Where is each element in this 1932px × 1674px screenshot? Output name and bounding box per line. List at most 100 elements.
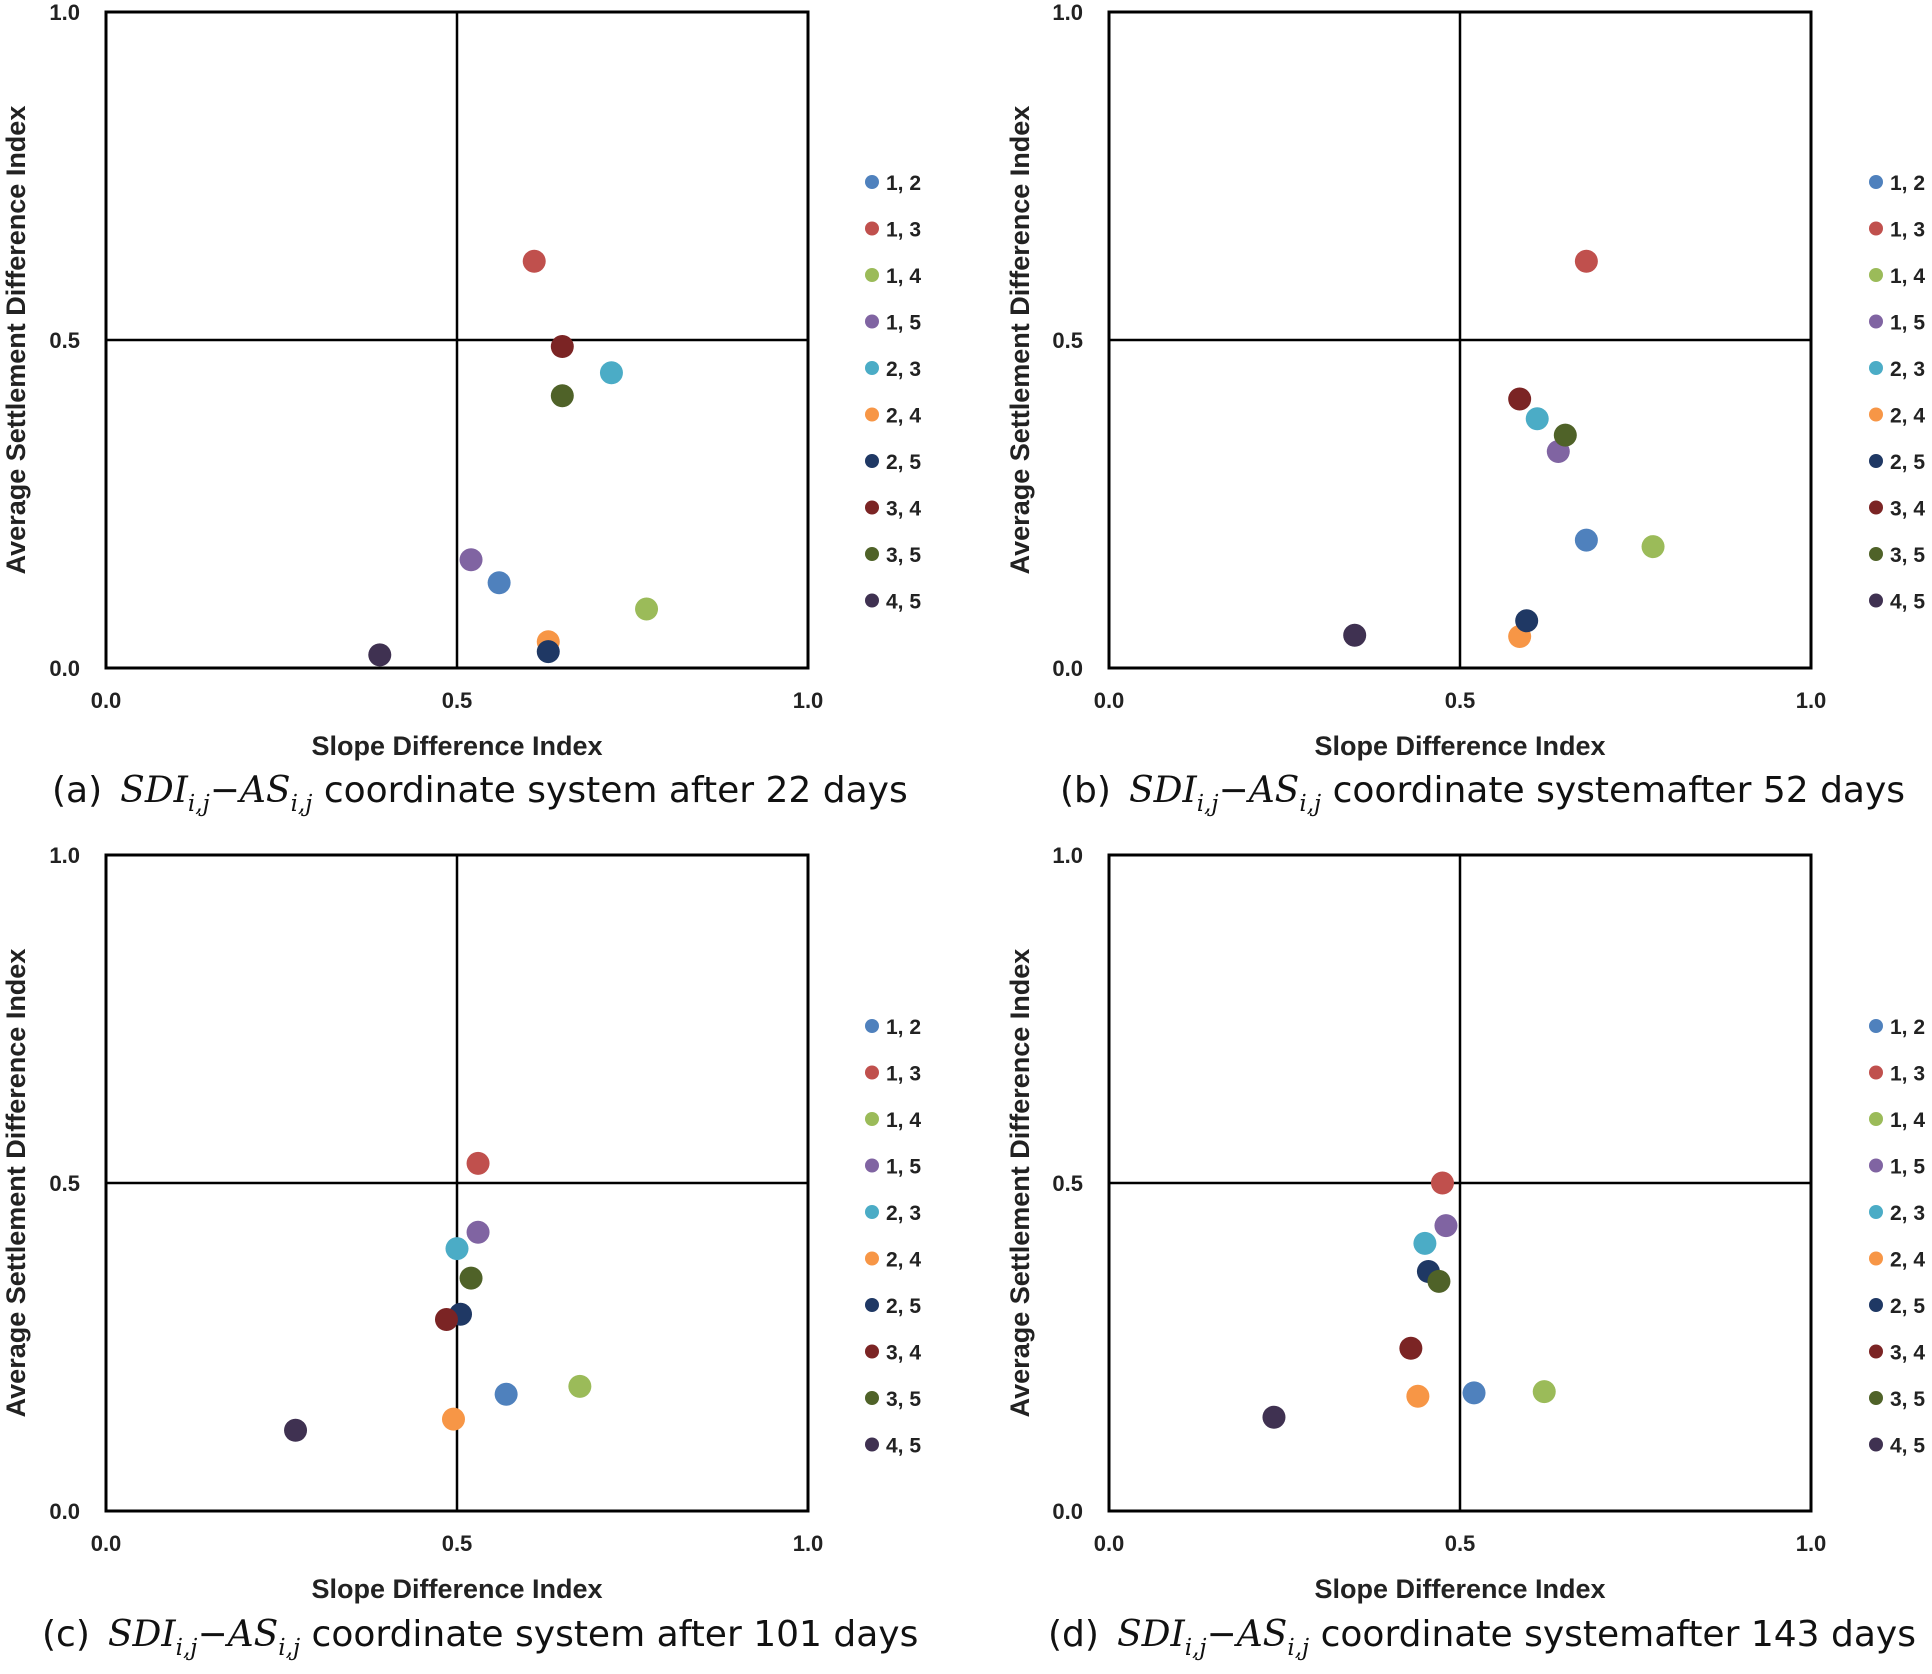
legend-marker (865, 500, 879, 515)
x-tick-label: 1.0 (1796, 688, 1827, 713)
legend-marker (865, 1437, 879, 1452)
legend-label: 4, 5 (886, 591, 921, 614)
data-point-3-4 (550, 335, 574, 359)
legend-label: 2, 3 (886, 1202, 921, 1225)
legend-marker (1869, 1112, 1883, 1126)
x-tick-label: 0.5 (442, 688, 473, 713)
legend-label: 2, 5 (1890, 451, 1925, 474)
data-point-1-5 (1434, 1214, 1458, 1238)
legend-label: 1, 2 (1890, 172, 1925, 195)
x-tick-label: 0.0 (1094, 1531, 1125, 1556)
y-tick-label: 1.0 (1052, 0, 1083, 25)
y-tick-label: 0.0 (1052, 1499, 1083, 1524)
data-point-1-5 (466, 1220, 490, 1244)
legend-marker (1869, 1251, 1883, 1266)
legend-label: 3, 4 (886, 498, 921, 521)
x-tick-label: 0.5 (1445, 1531, 1476, 1556)
legend-marker (1869, 547, 1883, 561)
legend-label: 1, 2 (886, 1016, 921, 1039)
data-point-4-5 (1262, 1405, 1286, 1429)
legend-marker (1869, 268, 1883, 282)
data-point-2-3 (1413, 1231, 1437, 1255)
legend-label: 2, 4 (1890, 405, 1925, 428)
data-point-1-4 (635, 597, 659, 621)
legend-marker (1869, 1065, 1883, 1080)
legend-label: 2, 5 (1890, 1295, 1925, 1318)
y-tick-label: 1.0 (49, 0, 80, 25)
legend-label: 2, 4 (1890, 1249, 1925, 1272)
legend-label: 3, 5 (886, 544, 921, 567)
x-axis-title: Slope Difference Index (1314, 731, 1605, 761)
x-axis-title: Slope Difference Index (1314, 1574, 1605, 1604)
legend-marker (1869, 407, 1883, 422)
legend-marker (1869, 221, 1883, 236)
legend-marker (1869, 1344, 1883, 1359)
x-axis-title: Slope Difference Index (311, 1574, 602, 1604)
y-tick-label: 0.5 (1052, 328, 1083, 353)
legend-marker (865, 1019, 879, 1033)
legend-marker (865, 1391, 879, 1405)
data-point-4-5 (284, 1418, 308, 1442)
legend-marker (1869, 1158, 1883, 1173)
panel-caption: (b) SDIi,j−ASi,j coordinate systemafter … (1060, 770, 1905, 817)
legend-marker (1869, 1298, 1883, 1312)
legend-marker (1869, 454, 1883, 468)
data-point-3-5 (550, 384, 574, 408)
y-axis-title: Average Settlement Difference Index (1005, 949, 1035, 1418)
legend-label: 1, 3 (886, 1063, 921, 1086)
data-point-2-3 (445, 1237, 469, 1261)
legend-marker (1869, 1205, 1883, 1219)
panel-a: 0.0 0.5 1.0 0.0 0.5 1.0 Slope Difference Index… (1, 0, 921, 817)
y-tick-label: 0.0 (1052, 656, 1083, 681)
legend-label: 1, 4 (1890, 1109, 1925, 1132)
legend-marker (865, 1251, 879, 1266)
data-point-4-5 (1343, 623, 1367, 647)
x-tick-label: 1.0 (793, 688, 824, 713)
legend-label: 1, 5 (1890, 1156, 1925, 1179)
y-axis-title: Average Settlement Difference Index (1, 106, 31, 575)
legend-label: 3, 4 (1890, 498, 1925, 521)
panel-d: 0.0 0.5 1.0 0.0 0.5 1.0 Slope Difference Index… (1005, 843, 1925, 1661)
legend-label: 1, 4 (1890, 265, 1925, 288)
legend-label: 4, 5 (886, 1435, 921, 1458)
data-point-2-3 (599, 361, 623, 385)
x-axis-title: Slope Difference Index (311, 731, 602, 761)
legend-label: 3, 5 (1890, 1388, 1925, 1411)
data-point-3-5 (459, 1266, 483, 1290)
data-point-2-5 (1515, 609, 1539, 633)
legend-label: 3, 5 (1890, 544, 1925, 567)
data-point-1-2 (494, 1382, 518, 1406)
legend-marker (865, 1344, 879, 1359)
x-tick-label: 0.0 (91, 688, 122, 713)
legend-label: 2, 3 (1890, 358, 1925, 381)
legend-marker (1869, 361, 1883, 375)
legend-marker (1869, 500, 1883, 515)
legend-label: 1, 4 (886, 1109, 921, 1132)
legend-label: 1, 5 (886, 1156, 921, 1179)
x-tick-label: 0.0 (1094, 688, 1125, 713)
legend-marker (865, 268, 879, 282)
data-point-3-4 (434, 1307, 458, 1331)
data-point-3-5 (1427, 1269, 1451, 1293)
legend-marker (1869, 1019, 1883, 1033)
legend-marker (1869, 1437, 1883, 1452)
legend-label: 1, 5 (1890, 312, 1925, 335)
legend-marker (865, 1112, 879, 1126)
legend-label: 1, 5 (886, 312, 921, 335)
legend-marker (1869, 1391, 1883, 1405)
y-tick-label: 0.5 (1052, 1171, 1083, 1196)
panel-caption: (d) SDIi,j−ASi,j coordinate systemafter … (1048, 1614, 1916, 1661)
legend-marker (865, 1065, 879, 1080)
x-tick-label: 0.5 (442, 1531, 473, 1556)
data-point-1-4 (1641, 535, 1665, 559)
legend-label: 2, 3 (1890, 1202, 1925, 1225)
legend-marker (865, 547, 879, 561)
legend-marker (1869, 593, 1883, 608)
panel-caption: (a) SDIi,j−ASi,j coordinate system after… (52, 770, 908, 817)
legend-label: 2, 3 (886, 358, 921, 381)
y-tick-label: 0.5 (49, 1171, 80, 1196)
legend-label: 3, 5 (886, 1388, 921, 1411)
data-point-4-5 (368, 643, 392, 667)
legend-label: 2, 4 (886, 405, 921, 428)
data-point-1-4 (568, 1374, 592, 1398)
